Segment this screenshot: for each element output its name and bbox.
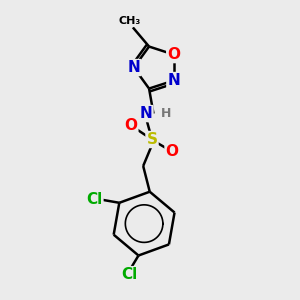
Text: H: H xyxy=(161,107,171,120)
Text: N: N xyxy=(167,73,180,88)
Text: Cl: Cl xyxy=(122,267,138,282)
Text: O: O xyxy=(166,144,178,159)
Text: CH₃: CH₃ xyxy=(119,16,141,26)
Text: O: O xyxy=(167,47,180,62)
Text: N: N xyxy=(140,106,152,121)
Text: N: N xyxy=(128,60,140,75)
Text: Cl: Cl xyxy=(86,192,102,207)
Text: O: O xyxy=(124,118,137,133)
Text: S: S xyxy=(146,132,158,147)
